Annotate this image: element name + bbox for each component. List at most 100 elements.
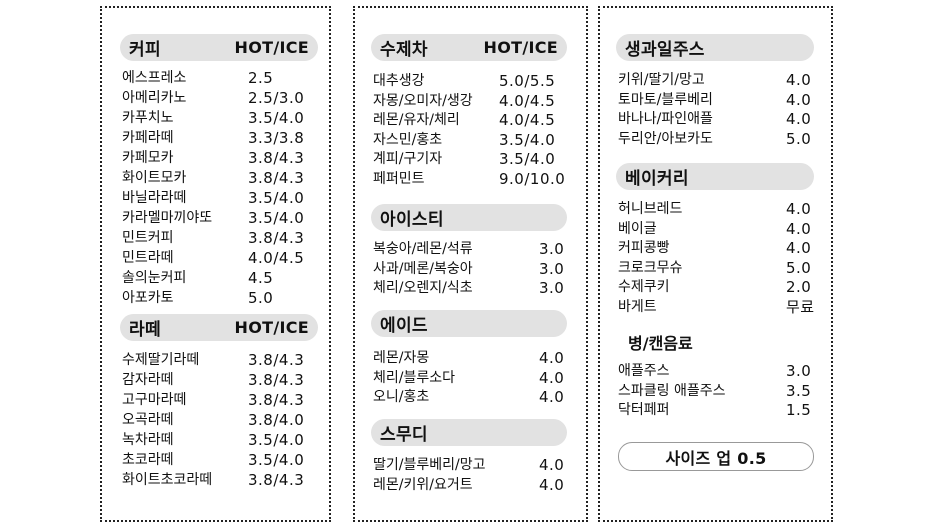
menu-item-name: 레몬/자몽 [373,350,430,366]
menu-item: 허니브레드 4.0 [618,200,818,220]
menu-item: 카푸치노 3.5/4.0 [122,108,322,128]
menu-item-price: 1.5 [786,401,812,419]
menu-item: 아메리카노 2.5/3.0 [122,88,322,108]
menu-item-name: 민트라떼 [122,250,174,266]
menu-item-price: 4.0 [539,368,565,387]
menu-item-name: 크로크무슈 [618,259,683,276]
menu-item-name: 체리/오렌지/식초 [373,280,473,296]
menu-item-price: 4.0/4.5 [248,249,305,267]
menu-item-name: 레몬/유자/체리 [373,112,460,128]
menu-panel-coffee-latte: 커피 HOT/ICE 에스프레소 2.5 아메리카노 2.5/3.0 카푸치노 3.5/4… [100,6,331,522]
menu-item: 체리/블루소다 4.0 [373,369,573,389]
menu-item-name: 아포카토 [122,290,174,306]
menu-item-price: 4.0/4.5 [499,111,556,129]
menu-item-price: 3.8/4.3 [248,471,305,489]
menu-panel-tea-ade: 수제차 HOT/ICE 대추생강 5.0/5.5 자몽/오미자/생강 4.0/4.5 레… [353,6,588,522]
menu-item-name: 계피/구기자 [373,151,443,167]
menu-item: 카라멜마끼야또 3.5/4.0 [122,208,322,228]
menu-item-name: 체리/블루소다 [373,369,455,386]
menu-item-price: 4.0 [539,388,565,406]
menu-item-price: 4.0 [786,110,812,128]
menu-item-price: 3.0 [539,279,565,297]
menu-item: 두리안/아보카도 5.0 [618,130,818,150]
section-header-icedtea: 아이스티 [371,204,567,231]
menu-list-bakery: 허니브레드 4.0 베이글 4.0 커피콩빵 4.0 크로크무슈 5.0 수제쿠키 2.0 바게트 무… [618,200,818,317]
menu-item: 체리/오렌지/식초 3.0 [373,279,573,299]
menu-list-juice: 키위/딸기/망고 4.0 토마토/블루베리 4.0 바나나/파인애플 4.0 두리안/아보카… [618,71,818,149]
menu-item: 바닐라라떼 3.5/4.0 [122,188,322,208]
menu-item-name: 자스민/홍초 [373,131,443,148]
menu-item: 민트커피 3.8/4.3 [122,228,322,248]
menu-item-name: 고구마라떼 [122,392,187,408]
menu-item-name: 카라멜마끼야또 [122,210,213,226]
section-header-tea: 수제차 HOT/ICE [371,34,567,61]
menu-item-name: 키위/딸기/망고 [618,72,705,88]
section-title-tea: 수제차 [380,40,428,60]
menu-item-price: 3.5 [786,381,812,400]
menu-item-price: 3.0 [539,259,565,278]
menu-item-price: 4.0 [786,71,812,89]
menu-item-name: 바닐라라떼 [122,190,187,206]
menu-item: 키위/딸기/망고 4.0 [618,71,818,91]
menu-item: 수제딸기라떼 3.8/4.3 [122,350,322,370]
menu-item: 바게트 무료 [618,298,818,318]
menu-item-price: 3.8/4.0 [248,411,305,429]
menu-item-price: 2.5 [248,69,274,87]
menu-item-price: 3.5/4.0 [248,431,305,449]
menu-item-price: 5.0 [248,289,274,307]
section-header-ade: 에이드 [371,310,567,337]
size-up-label: 사이즈 업 0.5 [665,448,767,468]
menu-item: 애플주스 3.0 [618,362,818,382]
section-header-coffee: 커피 HOT/ICE [120,34,318,61]
menu-item-name: 복숭아/레몬/석류 [373,241,473,257]
menu-item-name: 감자라떼 [122,372,174,388]
menu-item: 크로크무슈 5.0 [618,259,818,279]
menu-item: 커피콩빵 4.0 [618,239,818,259]
menu-item: 레몬/유자/체리 4.0/4.5 [373,111,573,131]
menu-item: 바나나/파인애플 4.0 [618,110,818,130]
menu-item-price: 4.0 [539,475,565,494]
menu-item: 수제쿠키 2.0 [618,278,818,298]
menu-item-name: 화이트초코라떼 [122,472,213,488]
menu-list-ade: 레몬/자몽 4.0 체리/블루소다 4.0 오니/홍초 4.0 [373,349,573,408]
menu-item-price: 3.5/4.0 [499,130,556,149]
menu-item: 솔의눈커피 4.5 [122,268,322,288]
menu-item: 녹차라떼 3.5/4.0 [122,430,322,450]
menu-item: 카페모카 3.8/4.3 [122,148,322,168]
menu-item: 레몬/키위/요거트 4.0 [373,476,573,496]
menu-item: 대추생강 5.0/5.5 [373,72,573,92]
menu-item-name: 딸기/블루베리/망고 [373,457,486,473]
menu-item-name: 초코라떼 [122,452,174,468]
menu-item-name: 대추생강 [373,73,425,89]
menu-item-name: 닥터페퍼 [618,402,670,418]
menu-item-name: 에스프레소 [122,70,187,86]
menu-item-name: 바게트 [618,298,657,315]
menu-item-price: 3.5/4.0 [248,189,305,207]
menu-item: 페퍼민트 9.0/10.0 [373,170,573,190]
menu-list-latte: 수제딸기라떼 3.8/4.3 감자라떼 3.8/4.3 고구마라떼 3.8/4.3 오곡라떼… [122,350,322,490]
menu-item: 자몽/오미자/생강 4.0/4.5 [373,92,573,112]
size-up-banner: 사이즈 업 0.5 [618,442,814,471]
section-header-bakery: 베이커리 [616,163,814,190]
menu-item-name: 녹차라떼 [122,432,174,448]
menu-item-price: 2.5/3.0 [248,89,305,107]
menu-item-price: 2.0 [786,278,812,296]
menu-item: 복숭아/레몬/석류 3.0 [373,240,573,260]
menu-item: 감자라떼 3.8/4.3 [122,370,322,390]
menu-item-name: 커피콩빵 [618,240,670,256]
menu-item-name: 페퍼민트 [373,170,425,187]
menu-item: 닥터페퍼 1.5 [618,401,818,421]
menu-item-price: 5.0 [786,258,812,277]
section-title-bakery: 베이커리 [625,169,689,189]
menu-item-price: 3.0 [539,240,565,258]
menu-item: 카페라떼 3.3/3.8 [122,128,322,148]
menu-item-price: 3.5/4.0 [248,109,305,127]
menu-item: 오곡라떼 3.8/4.0 [122,410,322,430]
menu-item-name: 카페모카 [122,150,174,166]
menu-item-price: 3.0 [786,362,812,380]
menu-item-price: 3.8/4.3 [248,229,305,247]
menu-item-name: 수제딸기라떼 [122,352,200,368]
menu-item-name: 오곡라떼 [122,412,174,428]
menu-item: 토마토/블루베리 4.0 [618,91,818,111]
section-title-smoothie: 스무디 [380,425,428,445]
